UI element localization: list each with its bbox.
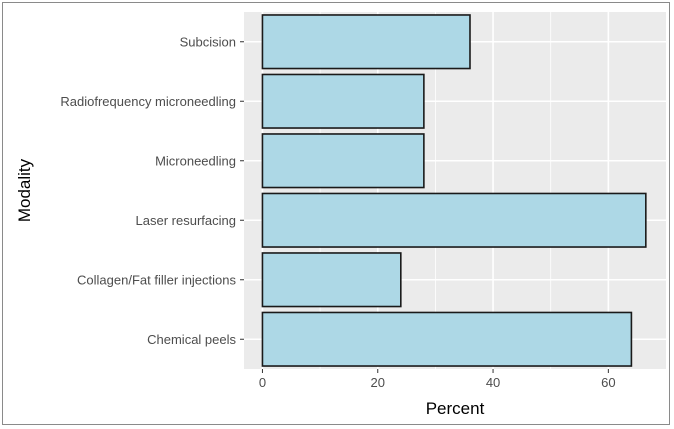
bar-chemical-peels bbox=[261, 311, 633, 367]
y-tick-label: Microneedling bbox=[155, 153, 236, 168]
bar-collagen-fat-filler-injections bbox=[261, 252, 402, 308]
y-tick-label: Radiofrequency microneedling bbox=[60, 94, 236, 109]
y-axis-title: Modality bbox=[15, 158, 34, 222]
minor-gridlines bbox=[319, 12, 552, 369]
x-tick-label: 20 bbox=[371, 375, 385, 390]
y-tick-label: Laser resurfacing bbox=[136, 213, 236, 228]
x-tick-label: 0 bbox=[259, 375, 266, 390]
x-tick-label: 60 bbox=[601, 375, 615, 390]
y-tick-label: Subcision bbox=[180, 34, 236, 49]
bar-radiofrequency-microneedling bbox=[261, 73, 425, 129]
x-axis-title: Percent bbox=[426, 399, 485, 418]
bar-microneedling bbox=[261, 133, 425, 189]
bars bbox=[261, 14, 647, 367]
plot-panel bbox=[244, 12, 666, 369]
bar-subcision bbox=[261, 14, 471, 70]
bar-laser-resurfacing bbox=[261, 192, 647, 248]
y-axis: Subcision Radiofrequency microneedling Mic… bbox=[60, 34, 244, 347]
x-tick-label: 40 bbox=[486, 375, 500, 390]
y-tick-label: Chemical peels bbox=[147, 332, 236, 347]
y-tick-label: Collagen/Fat filler injections bbox=[77, 272, 236, 287]
x-axis: 0 20 40 60 bbox=[259, 369, 616, 390]
